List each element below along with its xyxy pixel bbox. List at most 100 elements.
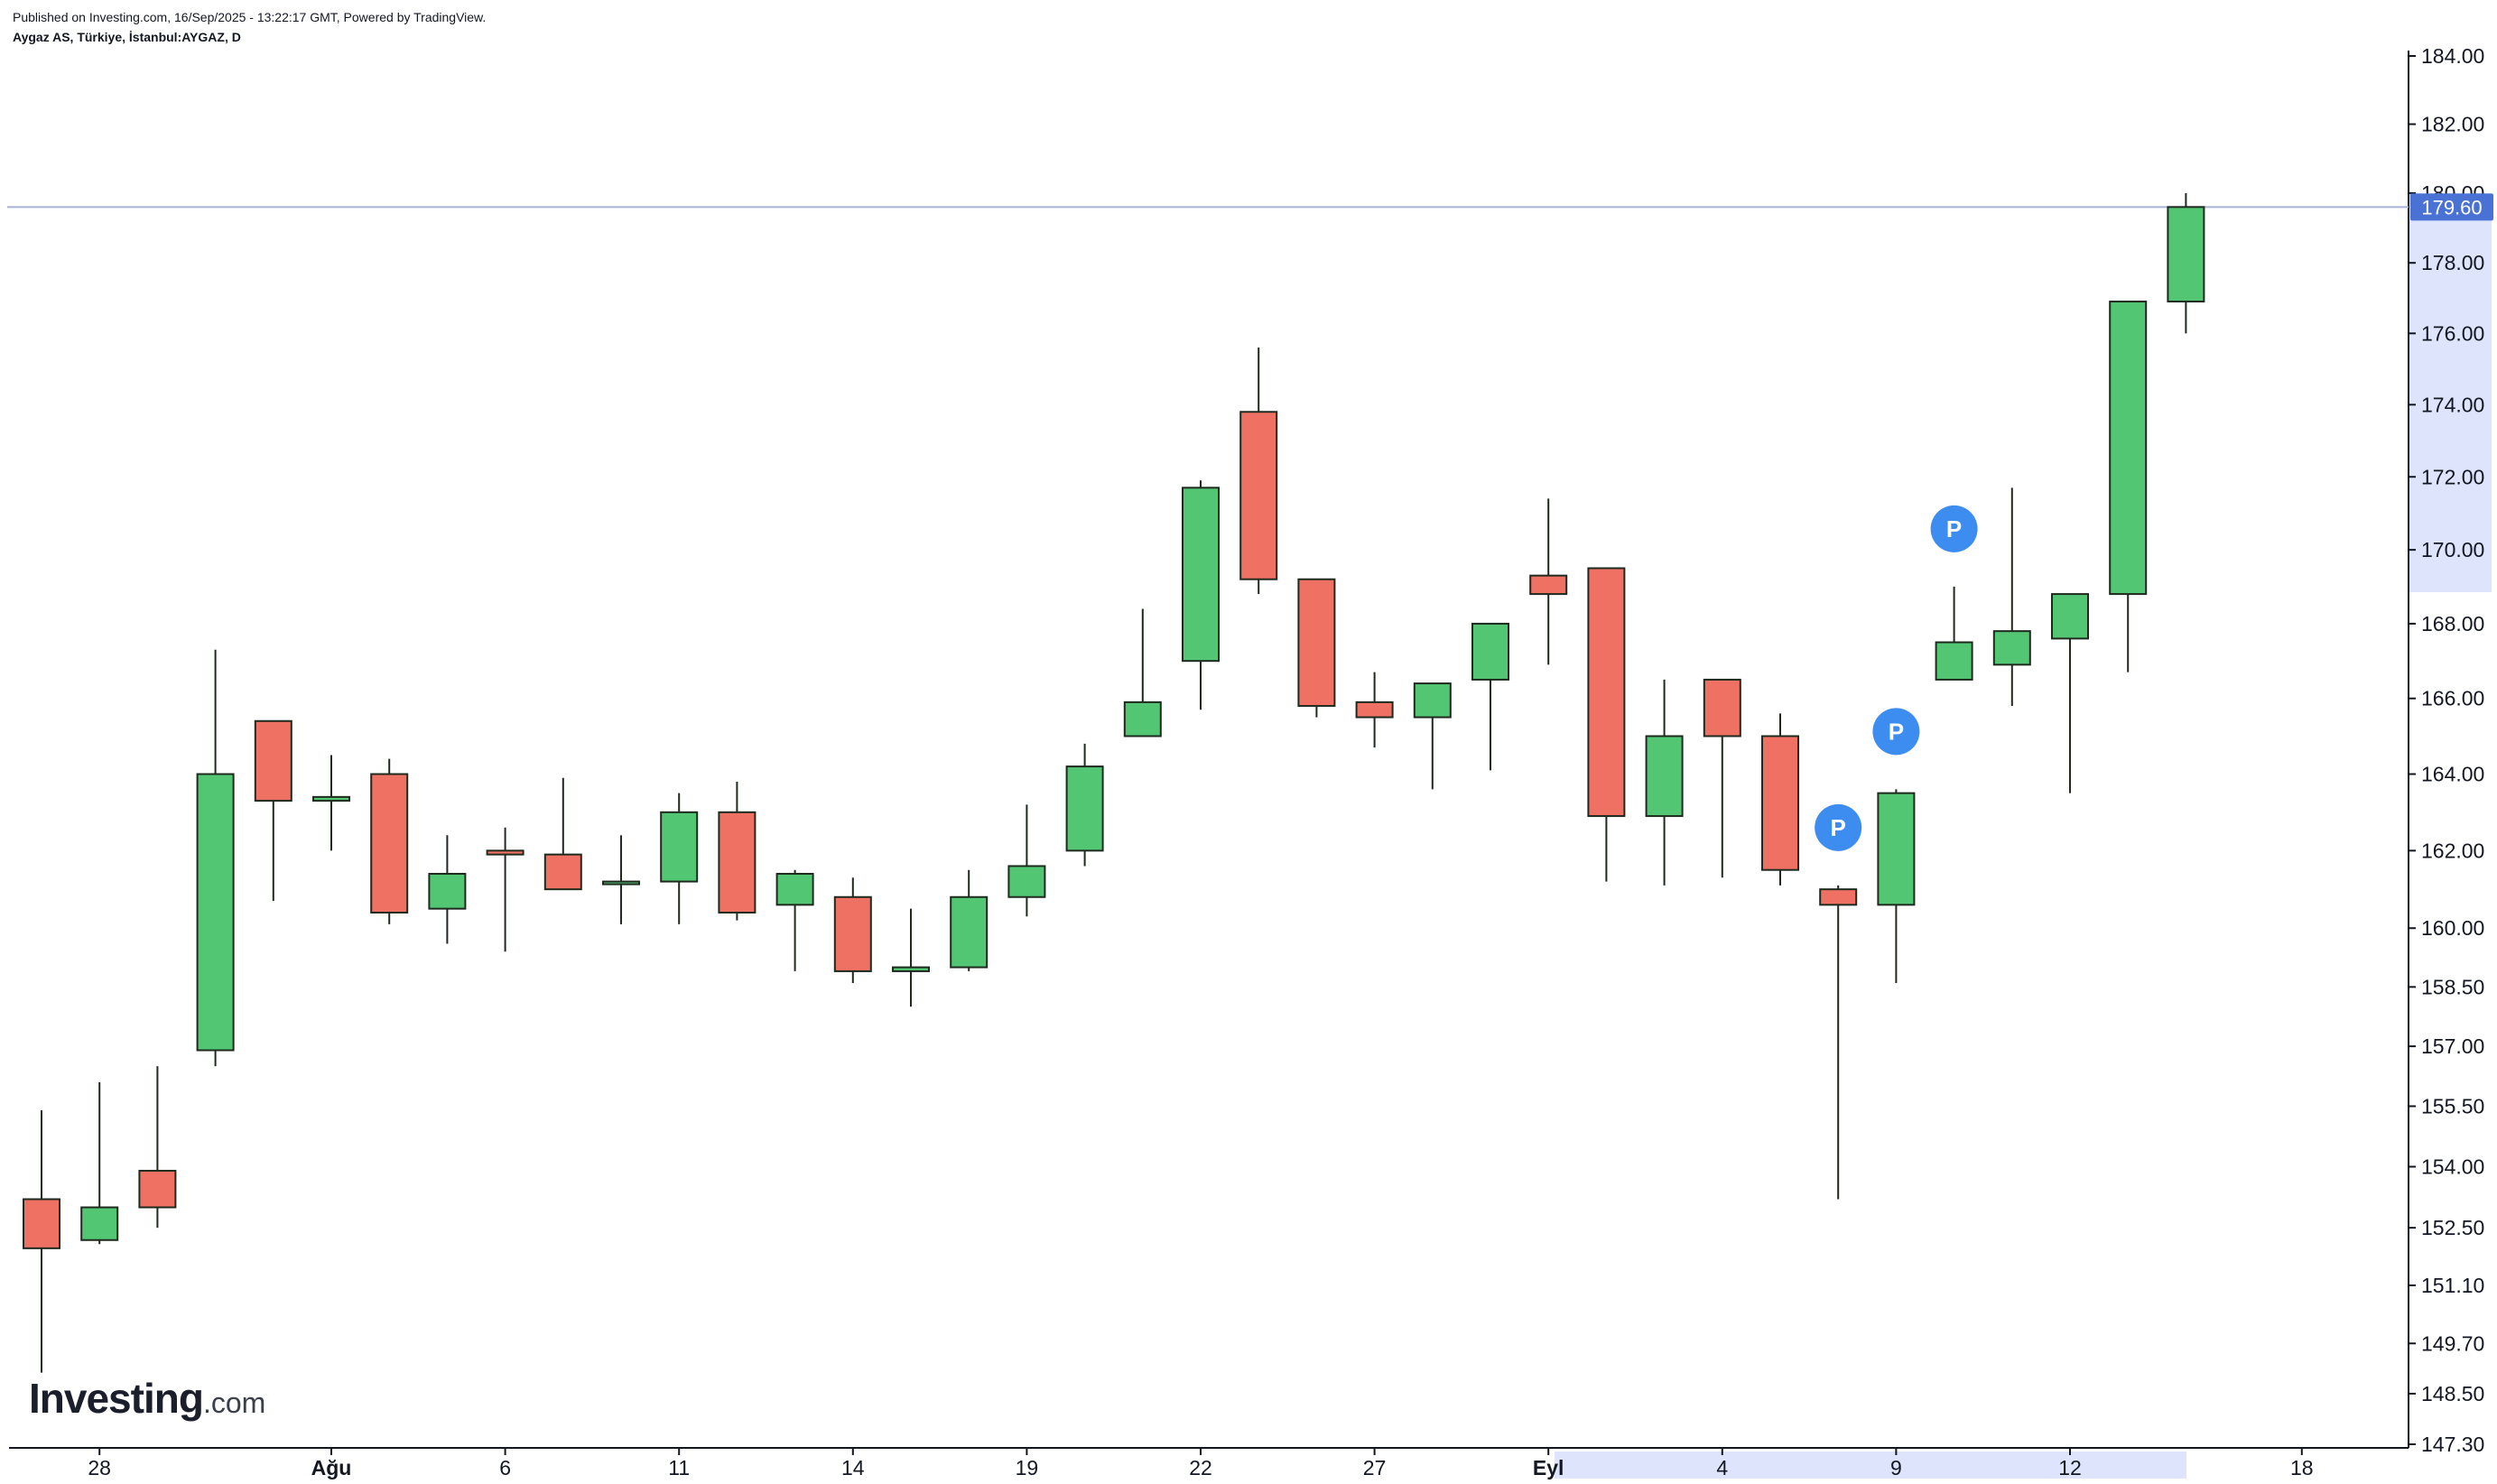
candle[interactable] [1761, 713, 1799, 886]
candle-body [1935, 641, 1973, 681]
x-tick-label: 27 [1363, 1456, 1387, 1479]
y-tick-label: 172.00 [2421, 465, 2484, 488]
candle[interactable] [892, 908, 930, 1007]
candle[interactable] [775, 869, 814, 971]
candle-body [1355, 700, 1394, 719]
logo-brand: Investing [29, 1375, 204, 1422]
current-price-label: 179.60 [2410, 193, 2493, 221]
candle[interactable] [602, 835, 640, 924]
logo-suffix: .com [202, 1387, 266, 1419]
candle-body [196, 773, 235, 1052]
p-marker-label: P [1946, 515, 1962, 543]
current-price-value: 179.60 [2421, 196, 2482, 218]
y-tick-label: 155.50 [2421, 1094, 2484, 1118]
y-tick-label: 168.00 [2421, 612, 2484, 635]
candle[interactable] [1413, 682, 1452, 790]
candle-body [950, 895, 989, 969]
p-marker[interactable]: P [1872, 708, 1920, 756]
candles [23, 192, 2205, 1373]
candle-body [660, 811, 699, 883]
x-tick-label: 6 [499, 1456, 511, 1479]
candle[interactable] [1877, 789, 1916, 983]
y-tick-label: 148.50 [2421, 1382, 2484, 1405]
candle[interactable] [543, 777, 582, 891]
candle[interactable] [1587, 567, 1626, 882]
candle[interactable] [833, 877, 872, 983]
candle-body [1413, 682, 1452, 719]
candle[interactable] [660, 793, 699, 924]
candle[interactable] [1992, 487, 2031, 707]
candle[interactable] [254, 719, 292, 902]
candle[interactable] [718, 781, 757, 921]
candle-body [1239, 411, 1278, 580]
y-tick-label: 157.00 [2421, 1034, 2484, 1058]
candle[interactable] [1471, 622, 1509, 771]
candle[interactable] [486, 827, 524, 952]
candle[interactable] [1935, 586, 1973, 681]
x-tick-label: 22 [1189, 1456, 1212, 1479]
candle[interactable] [312, 755, 350, 851]
candle-body [1703, 678, 1741, 737]
p-marker[interactable]: P [1815, 803, 1862, 851]
y-axis-highlight [2409, 193, 2492, 592]
candle[interactable] [138, 1066, 177, 1229]
candle[interactable] [370, 758, 409, 924]
candle[interactable] [1819, 885, 1858, 1200]
p-marker-label: P [1831, 814, 1846, 841]
y-tick-label: 184.00 [2421, 44, 2484, 68]
y-tick-label: 152.50 [2421, 1216, 2484, 1239]
candle[interactable] [1703, 678, 1741, 878]
chart-markers: P P P [1815, 505, 1978, 851]
x-tick-label: 11 [668, 1456, 690, 1479]
x-tick-label: 14 [841, 1456, 865, 1479]
x-tick-label: 9 [1890, 1456, 1902, 1479]
candle-body [1877, 792, 1916, 906]
candle-body [1645, 735, 1684, 818]
y-tick-label: 160.00 [2421, 916, 2484, 940]
x-tick-label: 12 [2058, 1456, 2082, 1479]
candle[interactable] [1239, 348, 1278, 595]
y-tick-label: 151.10 [2421, 1274, 2484, 1297]
candle[interactable] [1065, 743, 1104, 867]
chart-header: Published on Investing.com, 16/Sep/2025 … [13, 7, 486, 47]
p-marker-circle [1872, 708, 1920, 756]
candle-body [138, 1169, 177, 1209]
candle[interactable] [428, 835, 467, 944]
candle[interactable] [950, 869, 989, 971]
y-tick-label: 182.00 [2421, 113, 2484, 136]
y-axis-ticks: 184.00182.00180.00178.00176.00174.00172.… [2409, 44, 2484, 1456]
candle[interactable] [1355, 672, 1394, 748]
candle[interactable] [1123, 608, 1162, 737]
x-tick-label: 28 [88, 1456, 111, 1479]
candle[interactable] [1182, 480, 1220, 710]
candle-body [1065, 765, 1104, 852]
candle[interactable] [23, 1109, 60, 1373]
candle[interactable] [1297, 578, 1336, 718]
candle-body [1471, 622, 1509, 681]
candle-body [1182, 487, 1220, 663]
candle[interactable] [2167, 192, 2205, 334]
y-tick-label: 147.30 [2421, 1433, 2484, 1456]
candle[interactable] [196, 649, 235, 1067]
candle-body [833, 895, 872, 972]
candle-body [1992, 630, 2031, 666]
p-marker[interactable]: P [1930, 505, 1978, 552]
candle[interactable] [1007, 804, 1046, 917]
candle-body [23, 1198, 60, 1249]
p-marker-circle [1930, 505, 1978, 552]
x-tick-label: 18 [2290, 1456, 2314, 1479]
candle[interactable] [1529, 498, 1568, 665]
candle[interactable] [2109, 301, 2148, 672]
x-tick-label: 19 [1016, 1456, 1039, 1479]
y-tick-label: 166.00 [2421, 687, 2484, 710]
candle[interactable] [80, 1081, 119, 1245]
candle-body [775, 873, 814, 906]
candle[interactable] [2051, 593, 2089, 793]
x-tick-label: Ağu [311, 1456, 352, 1479]
candle[interactable] [1645, 679, 1684, 886]
y-tick-label: 176.00 [2421, 321, 2484, 345]
candle-body [543, 853, 582, 891]
candle-body [2051, 593, 2089, 640]
y-tick-label: 154.00 [2421, 1155, 2484, 1178]
